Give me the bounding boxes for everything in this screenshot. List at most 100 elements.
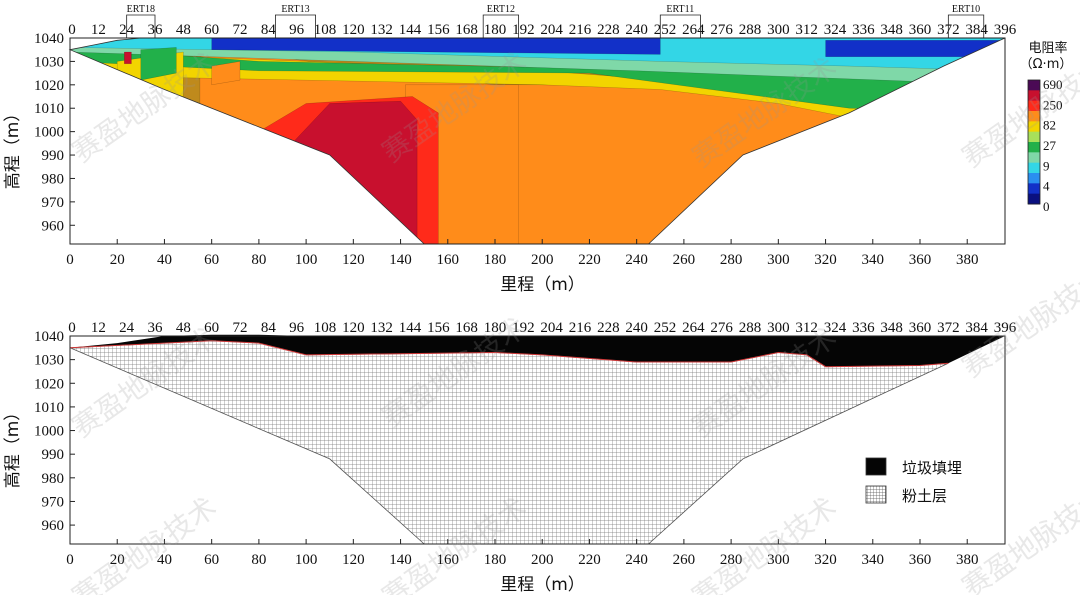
survey-line-box xyxy=(275,14,316,38)
resistivity-x-tick-label: 120 xyxy=(342,252,365,268)
colorbar-swatch xyxy=(1028,142,1040,153)
geology-station-label: 204 xyxy=(540,320,563,336)
colorbar-label: 9 xyxy=(1043,158,1050,173)
resistivity-chart: 0 20 40 60 80 100 120 140 160 180 200 220 240 260 280 3… xyxy=(3,4,1072,295)
geology-chart: 0 20 40 60 80 100 120 140 160 180 200 220 240 260 280 3… xyxy=(3,320,1017,595)
geology-station-label: 168 xyxy=(455,320,478,336)
section-outline xyxy=(68,37,1006,245)
geology-station-label: 300 xyxy=(767,320,790,336)
colorbar-title: 电阻率 xyxy=(1028,40,1067,56)
geology-station-label: 24 xyxy=(119,320,135,336)
resistivity-band-9 xyxy=(211,38,661,55)
resistivity-x-axis-title: 里程（m） xyxy=(500,275,585,295)
resistivity-y-tick-label: 1000 xyxy=(34,125,64,141)
resistivity-station-label: 216 xyxy=(569,22,592,38)
resistivity-band-6 xyxy=(70,47,1005,114)
geology-x-tick-label: 240 xyxy=(625,552,648,568)
resistivity-y-tick-label: 960 xyxy=(42,218,65,234)
geology-y-tick-label: 990 xyxy=(42,447,65,463)
survey-line-box xyxy=(947,14,985,38)
geology-station-label: 60 xyxy=(204,320,219,336)
geology-x-tick-label: 300 xyxy=(767,552,790,568)
geology-x-tick-label: 220 xyxy=(578,552,601,568)
resistivity-y-tick-label: 980 xyxy=(42,171,65,187)
geology-station-label: 192 xyxy=(512,320,535,336)
resistivity-station-label: 324 xyxy=(824,22,847,38)
geology-x-tick-label: 160 xyxy=(437,552,460,568)
colorbar-swatch xyxy=(1028,80,1040,91)
geology-x-tick-label: 20 xyxy=(110,552,125,568)
resistivity-band-12 xyxy=(140,47,177,81)
resistivity-y-tick-label: 990 xyxy=(42,148,65,164)
geology-station-label: 276 xyxy=(710,320,733,336)
resistivity-station-label: 348 xyxy=(880,22,903,38)
colorbar-swatch xyxy=(1028,131,1040,143)
resistivity-y-tick-label: 970 xyxy=(42,195,65,211)
survey-lines: ERT18 ERT13 ERT12 ERT11 ERT10 xyxy=(126,4,985,38)
colorbar-label: 250 xyxy=(1043,97,1063,112)
survey-line-label: ERT13 xyxy=(281,4,309,15)
resistivity-x-axis: 0 20 40 60 80 100 120 140 160 180 200 220 240 260 280 3… xyxy=(66,239,978,268)
geology-x-axis-title: 里程（m） xyxy=(500,575,585,595)
resistivity-x-tick-label: 80 xyxy=(251,252,266,268)
geology-station-label: 228 xyxy=(597,320,620,336)
colorbar-frame xyxy=(1027,79,1041,205)
geology-station-label: 36 xyxy=(148,320,164,336)
resistivity-station-label: 168 xyxy=(455,22,478,38)
geology-x-tick-label: 100 xyxy=(295,552,318,568)
survey-line-box xyxy=(482,14,520,38)
geology-frame xyxy=(69,335,1006,545)
survey-line-label: ERT12 xyxy=(487,4,515,15)
resistivity-x-tick-label: 200 xyxy=(531,252,554,268)
geology-x-tick-label: 360 xyxy=(909,552,932,568)
resistivity-colorbar: 电阻率（Ω·m） 690 250 82 27 9 4 0 xyxy=(1020,40,1073,214)
geology-station-label: 144 xyxy=(399,320,422,336)
resistivity-x-tick-label: 100 xyxy=(295,252,318,268)
resistivity-station-label: 12 xyxy=(91,22,106,38)
geology-x-tick-label: 40 xyxy=(157,552,172,568)
resistivity-x-tick-label: 220 xyxy=(578,252,601,268)
resistivity-station-label: 276 xyxy=(710,22,733,38)
resistivity-x-tick-label: 0 xyxy=(66,252,74,268)
geology-station-label: 288 xyxy=(739,320,762,336)
resistivity-station-label: 396 xyxy=(994,22,1017,38)
colorbar-unit: （Ω·m） xyxy=(1020,57,1073,72)
geology-axes: 0 20 40 60 80 100 120 140 160 180 200 220 240 260 280 3… xyxy=(3,320,1017,595)
geology-station-label: 12 xyxy=(91,320,106,336)
survey-line-label: ERT18 xyxy=(127,4,155,15)
resistivity-x-tick-label: 140 xyxy=(389,252,412,268)
legend-swatch-fill xyxy=(865,457,887,476)
geology-y-tick-label: 1040 xyxy=(34,329,64,345)
legend-label: 粉土层 xyxy=(902,487,947,505)
geology-x-tick-label: 60 xyxy=(204,552,219,568)
geology-x-tick-label: 260 xyxy=(673,552,696,568)
resistivity-station-label: 264 xyxy=(682,22,705,38)
watermark-text: 赛盈地脉技术 xyxy=(956,481,1080,595)
resistivity-y-axis-title: 高程（m） xyxy=(3,105,23,190)
colorbar-label: 690 xyxy=(1043,77,1063,92)
resistivity-station-label: 96 xyxy=(289,22,305,38)
geology-station-label: 72 xyxy=(233,320,248,336)
colorbar-label: 82 xyxy=(1043,118,1056,133)
geology-y-tick-label: 1020 xyxy=(34,376,64,392)
resistivity-band-10 xyxy=(825,40,1005,57)
geology-y-axis-title: 高程（m） xyxy=(3,404,23,489)
resistivity-x-tick-label: 260 xyxy=(673,252,696,268)
geology-station-label: 132 xyxy=(370,320,393,336)
resistivity-y-axis: 960 970 980 990 1000 1010 1020 1030 1040 xyxy=(34,31,75,234)
resistivity-station-label: 120 xyxy=(342,22,365,38)
resistivity-station-label: 0 xyxy=(68,22,76,38)
resistivity-station-label: 132 xyxy=(370,22,393,38)
geology-x-tick-label: 140 xyxy=(389,552,412,568)
colorbar-swatch xyxy=(1028,121,1040,133)
resistivity-station-label: 60 xyxy=(204,22,219,38)
geology-y-tick-label: 1000 xyxy=(34,424,64,440)
resistivity-x-tick-label: 340 xyxy=(862,252,885,268)
resistivity-station-label: 360 xyxy=(909,22,932,38)
landfill-layer xyxy=(70,334,1005,367)
resistivity-band-13 xyxy=(211,61,241,86)
colorbar-swatch xyxy=(1028,183,1040,195)
resistivity-station-label: 312 xyxy=(795,22,818,38)
geology-x-tick-label: 280 xyxy=(720,552,743,568)
resistivity-station-label: 300 xyxy=(767,22,790,38)
